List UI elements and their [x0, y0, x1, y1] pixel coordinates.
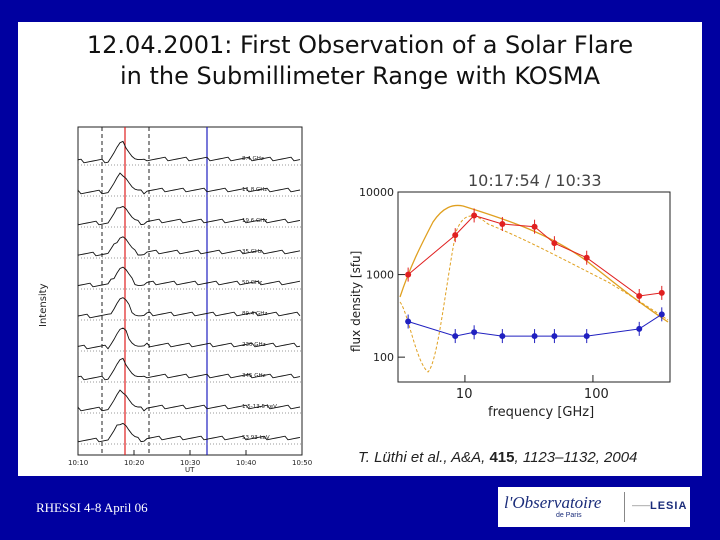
x-tick-label: 10:50: [292, 459, 312, 467]
series-point: [471, 212, 478, 219]
spectrum-fit-curve-a: [399, 204, 669, 323]
spectrum-x-tick-label: 10: [456, 387, 473, 402]
spectrum-title: 10:17:54 / 10:33: [468, 171, 602, 190]
series-point: [551, 240, 558, 247]
series-point: [583, 254, 590, 261]
channel-label: 19.6 GHz: [242, 218, 267, 224]
lightcurve-trace: [77, 389, 301, 412]
lightcurve-trace: [77, 357, 301, 381]
spectrum-fit-curve-b: [399, 215, 669, 373]
channel-label: 35 GHz: [242, 249, 262, 255]
lightcurve-trace: [77, 236, 301, 257]
series-point: [583, 333, 590, 340]
series-point: [499, 333, 506, 340]
x-tick-label: 10:20: [124, 459, 144, 467]
series-point: [636, 325, 643, 332]
channel-label: 50 GHz: [242, 280, 262, 286]
x-tick-label: 10:10: [68, 459, 88, 467]
x-tick-label: 10:30: [180, 459, 200, 467]
series-point: [551, 333, 558, 340]
spectrum-chart: 10:17:54 / 10:33 flux density [sfu] freq…: [349, 171, 671, 420]
series-point: [405, 271, 412, 278]
spectrum-y-tick-label: 100: [373, 351, 394, 364]
lightcurve-ylabel: Intensity: [38, 283, 49, 327]
slide-canvas: 12.04.2001: First Observation of a Solar…: [18, 22, 702, 476]
series-point: [531, 223, 538, 230]
spectrum-x-tick-label: 100: [584, 387, 609, 402]
channel-label: 8.4 GHz: [242, 156, 264, 162]
channel-label: 1.5-13.5 keV: [242, 404, 277, 410]
spectrum-ylabel: flux density [sfu]: [349, 251, 363, 352]
lightcurve-trace: [77, 172, 301, 195]
channel-label: 11.8 GHz: [242, 187, 267, 193]
series-point: [499, 220, 506, 227]
spectrum-y-tick-label: 10000: [359, 186, 394, 199]
lightcurve-trace: [77, 205, 301, 226]
series-point: [405, 318, 412, 325]
logo-separator: [624, 492, 625, 522]
title-line-2: in the Submillimeter Range with KOSMA: [120, 62, 600, 90]
logo-lesia: LESIA: [650, 500, 688, 512]
logo-dash: ——: [632, 500, 650, 510]
series-point: [531, 333, 538, 340]
lightcurve-trace: [77, 140, 301, 164]
lightcurve-trace: [77, 297, 301, 319]
slide-title: 12.04.2001: First Observation of a Solar…: [18, 30, 702, 92]
observatoire-lesia-logo: l'Observatoire de Paris —— LESIA: [498, 487, 690, 527]
citation-authors: T. Lüthi et al., A&A,: [358, 449, 490, 466]
lightcurve-plot: Intensity 8.4 GHz 11.8 GHz 19.6 GHz 35 GHz 5…: [38, 126, 312, 474]
series-point: [452, 333, 459, 340]
spectrum-frame: [397, 191, 671, 383]
title-line-1: 12.04.2001: First Observation of a Solar…: [86, 31, 634, 59]
channel-label: 89.4 GHz: [242, 311, 267, 317]
logo-paris: de Paris: [556, 512, 582, 519]
spectrum-y-tick-label: 1000: [366, 269, 394, 282]
series-point: [452, 232, 459, 239]
lightcurve-xlabel: UT: [185, 466, 195, 474]
lightcurve-trace: [77, 422, 301, 443]
x-tick-label: 10:40: [236, 459, 256, 467]
series-point: [658, 289, 665, 296]
channel-label: 345 GHz: [242, 373, 266, 379]
citation-volume: 415: [489, 449, 515, 466]
series-point: [471, 329, 478, 336]
lightcurve-trace: [77, 266, 301, 288]
channel-label: 53 93 keV: [242, 435, 270, 441]
series-point: [636, 293, 643, 300]
series-point: [658, 311, 665, 318]
channel-label: 230 GHz: [242, 342, 266, 348]
logo-observatoire: l'Observatoire: [504, 493, 602, 512]
citation: T. Lüthi et al., A&A, 415, 1123–1132, 20…: [358, 449, 637, 466]
lightcurve-trace: [77, 327, 301, 350]
footer-text: RHESSI 4-8 April 06: [36, 500, 148, 515]
citation-pages: , 1123–1132, 2004: [514, 449, 638, 466]
spectrum-xlabel: frequency [GHz]: [488, 405, 594, 420]
